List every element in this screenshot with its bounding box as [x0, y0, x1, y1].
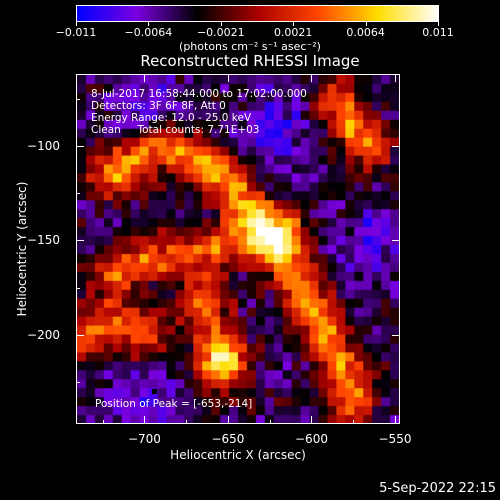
y-tick-label: −150 — [27, 233, 60, 248]
colorbar-tick — [365, 22, 367, 26]
x-tick-top — [311, 74, 313, 82]
y-axis-label: Heliocentric Y (arcsec) — [15, 181, 29, 317]
x-axis-label: Heliocentric X (arcsec) — [170, 448, 306, 462]
y-tick-right — [392, 335, 400, 337]
x-tick — [144, 416, 146, 424]
y-tick — [76, 240, 84, 242]
x-tick-label: −600 — [295, 432, 328, 446]
colorbar-tick — [76, 22, 77, 26]
timestamp: 5-Sep-2022 22:15 — [379, 481, 496, 496]
y-minor-tick — [76, 193, 80, 195]
x-tick — [311, 416, 313, 424]
x-tick-label: −550 — [378, 432, 412, 446]
peak-annotation: Position of Peak = [-653,-214] — [95, 398, 253, 410]
peak-marker — [151, 388, 157, 394]
x-minor-tick — [269, 420, 271, 424]
x-minor-tick — [353, 420, 355, 424]
colorbar-units: (photons cm⁻² s⁻¹ asec⁻²) — [179, 40, 321, 53]
y-tick-right — [392, 145, 400, 147]
clean-annotation: Clean Total counts: 7.71E+03 — [91, 124, 260, 136]
x-tick-top — [144, 74, 146, 82]
colorbar-tick-label: 0.0064 — [346, 26, 385, 39]
colorbar-tick-label: −0.011 — [55, 26, 97, 39]
colorbar-tick-label: 0.011 — [422, 26, 454, 39]
colorbar-tick — [293, 22, 295, 26]
colorbar-tick-label: 0.0021 — [273, 26, 313, 39]
x-minor-tick — [186, 420, 188, 424]
y-minor-tick — [76, 98, 80, 100]
image-plot: 8-Jul-2017 16:58:44.000 to 17:02:00.000 … — [76, 74, 400, 424]
y-tick-label: −100 — [27, 138, 60, 153]
heatmap-image — [77, 75, 399, 423]
colorbar-tick-label: −0.0021 — [196, 26, 245, 39]
time-range-annotation: 8-Jul-2017 16:58:44.000 to 17:02:00.000 — [91, 88, 307, 100]
colorbar-tick — [220, 22, 222, 26]
y-tick — [76, 145, 84, 147]
x-minor-tick — [102, 420, 104, 424]
x-tick-label: −650 — [211, 432, 245, 446]
colorbar-tick — [148, 22, 150, 26]
y-minor-tick — [76, 287, 80, 289]
y-minor-tick — [76, 382, 80, 384]
y-tick — [76, 335, 84, 337]
x-tick-top — [227, 74, 229, 82]
y-tick-right — [392, 240, 400, 242]
y-tick-label: −200 — [27, 328, 60, 343]
x-tick — [394, 416, 396, 424]
x-tick-label: −700 — [127, 432, 161, 446]
detectors-annotation: Detectors: 3F 6F 8F, Att 0 — [91, 100, 226, 112]
colorbar-tick — [438, 22, 439, 26]
colorbar — [76, 5, 439, 22]
colorbar-tick-label: −0.0064 — [124, 26, 173, 39]
plot-title: Reconstructed RHESSI Image — [140, 52, 360, 70]
x-tick-top — [394, 74, 396, 82]
x-tick — [227, 416, 229, 424]
energy-annotation: Energy Range: 12.0 - 25.0 keV — [91, 112, 252, 124]
